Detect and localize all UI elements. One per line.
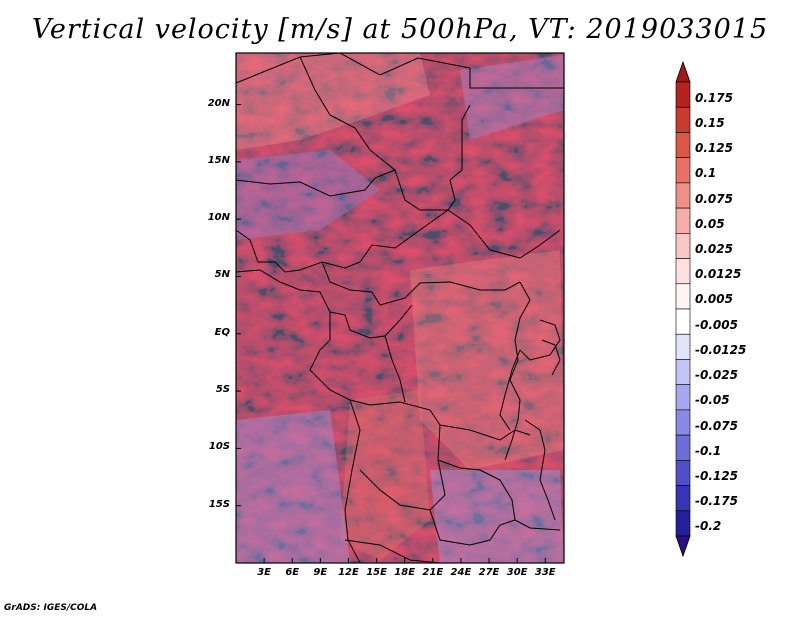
colorbar-segment (675, 182, 691, 209)
colorbar-segment (675, 81, 691, 108)
grads-credit: GrADS: IGES/COLA (4, 603, 98, 613)
country-borders (236, 53, 564, 563)
colorbar-level-label: -0.075 (695, 418, 738, 433)
colorbar-level-label: 0.125 (695, 141, 733, 156)
colorbar-level-label: 0.1 (695, 166, 717, 181)
colorbar-segment (675, 384, 691, 411)
map-frame (235, 52, 565, 564)
colorbar-segment (675, 333, 691, 360)
lat-tick-label: 15S (208, 498, 230, 510)
colorbar-segment (675, 485, 691, 512)
colorbar-level-label: -0.175 (695, 494, 738, 509)
colorbar-level-label: -0.2 (695, 519, 722, 534)
colorbar-segment (675, 157, 691, 184)
colorbar-segment (675, 308, 691, 335)
lat-tick-label: 10S (208, 441, 230, 453)
lon-tick-label: 12E (338, 567, 359, 578)
colorbar-segment (675, 359, 691, 385)
colorbar-bottom-arrow (675, 535, 691, 558)
axis-ticks (236, 104, 546, 563)
colorbar-level-label: 0.025 (695, 241, 733, 256)
lon-tick-label: 9E (313, 567, 328, 578)
colorbar-segment (675, 207, 691, 234)
lat-tick-label: 10N (207, 212, 230, 224)
lat-tick-label: 15N (207, 154, 230, 166)
lat-tick-label: EQ (214, 326, 230, 338)
lon-tick-label: 30E (506, 567, 528, 578)
lon-tick-label: 33E (534, 567, 556, 578)
lon-tick-label: 15E (366, 567, 387, 578)
colorbar-segment (675, 106, 691, 133)
colorbar-level-label: 0.075 (695, 191, 733, 206)
lon-tick-label: 27E (478, 567, 500, 578)
vertical-velocity-field (236, 53, 564, 563)
lon-tick-label: 6E (285, 567, 300, 578)
colorbar-segment (675, 460, 691, 486)
colorbar-top-arrow (675, 60, 691, 83)
lon-tick-label: 18E (394, 567, 416, 578)
lat-tick-label: 5S (215, 384, 230, 396)
lon-tick-label: 3E (257, 567, 271, 578)
lon-tick-label: 21E (422, 567, 444, 578)
colorbar-level-label: -0.025 (695, 368, 738, 383)
colorbar-segment (675, 409, 691, 436)
colorbar-level-label: -0.125 (695, 468, 738, 483)
colorbar-level-label: 0.0125 (695, 267, 742, 282)
lat-tick-label: 5N (214, 269, 230, 281)
colorbar-segment (675, 434, 691, 461)
colorbar-level-label: -0.1 (695, 443, 722, 458)
colorbar-level-label: 0.175 (695, 90, 733, 105)
lat-tick-label: 20N (207, 97, 230, 109)
colorbar-level-label: 0.005 (695, 292, 733, 307)
colorbar-segment (675, 258, 691, 285)
colorbar-segment (675, 510, 691, 537)
chart-title: Vertical velocity [m/s] at 500hPa, VT: 2… (31, 14, 769, 45)
colorbar-segment (675, 132, 691, 158)
colorbar-level-label: -0.05 (695, 393, 730, 408)
colorbar-level-label: -0.005 (695, 317, 738, 332)
colorbar-segment (675, 283, 691, 310)
colorbar-level-label: 0.15 (695, 115, 725, 130)
colorbar-segment (675, 233, 691, 259)
lon-tick-label: 24E (450, 567, 472, 578)
colorbar-level-label: -0.0125 (695, 342, 747, 357)
colorbar-level-label: 0.05 (695, 216, 725, 231)
colorbar (675, 60, 691, 558)
